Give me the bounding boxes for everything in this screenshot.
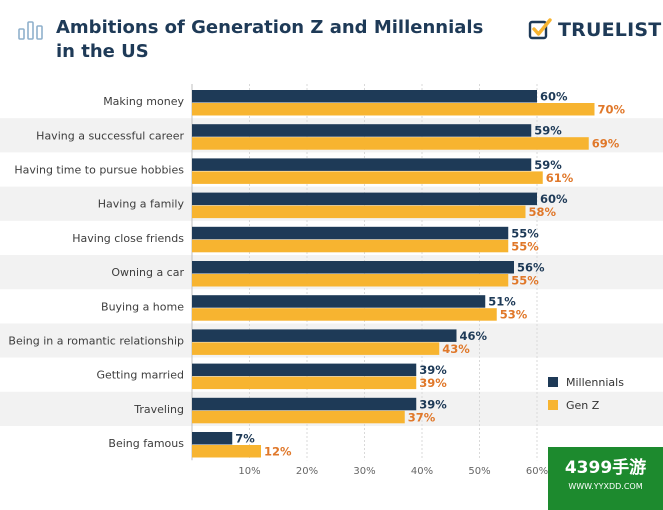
checkbox-check-icon <box>528 18 552 40</box>
value-labels: 60%70%59%69%59%61%60%58%55%55%56%55%51%5… <box>235 90 625 459</box>
bars <box>192 90 595 458</box>
category-label: Buying a home <box>101 300 184 313</box>
legend-swatch-genz <box>548 400 558 410</box>
x-tick-label: 60% <box>526 466 548 477</box>
value-label-genz: 69% <box>592 137 620 151</box>
value-label-millennials: 39% <box>419 363 447 377</box>
bar-millennials <box>192 329 457 342</box>
bar-genz <box>192 171 543 184</box>
legend-swatch-millennials <box>548 377 558 387</box>
bar-millennials <box>192 226 509 240</box>
x-tick-label: 50% <box>468 466 490 477</box>
bar-millennials <box>192 432 233 445</box>
value-label-genz: 39% <box>419 376 447 390</box>
category-label: Having close friends <box>72 232 184 245</box>
bar-genz <box>192 445 261 458</box>
value-label-genz: 58% <box>529 205 557 219</box>
category-label: Having a successful career <box>36 129 184 142</box>
category-label: Having a family <box>98 198 185 211</box>
bar-genz <box>192 239 509 253</box>
watermark-url: WWW.YYXDD.COM <box>568 482 643 491</box>
chart-title: Ambitions of Generation Z and Millennial… <box>56 17 484 62</box>
value-label-genz: 43% <box>442 342 470 356</box>
value-label-genz: 55% <box>511 274 539 288</box>
bar-millennials <box>192 397 417 411</box>
value-label-millennials: 51% <box>488 295 516 309</box>
category-label: Being famous <box>108 437 184 450</box>
category-label: Getting married <box>96 369 184 382</box>
bar-genz <box>192 103 595 116</box>
bar-genz <box>192 410 405 424</box>
bar-millennials <box>192 158 532 171</box>
bar-genz <box>192 376 417 390</box>
x-tick-label: 40% <box>411 466 433 477</box>
value-label-genz: 53% <box>500 308 528 322</box>
watermark-text: 4399手游 <box>564 458 647 478</box>
bar-genz <box>192 342 440 355</box>
value-label-genz: 12% <box>264 445 292 459</box>
bar-millennials <box>192 192 537 206</box>
value-label-millennials: 39% <box>419 397 447 411</box>
category-label: Traveling <box>133 403 184 416</box>
watermark-logo: 4399手游 WWW.YYXDD.COM <box>548 447 663 510</box>
legend: Millennials Gen Z <box>548 376 624 412</box>
bar-millennials <box>192 363 417 377</box>
value-label-millennials: 59% <box>534 124 562 138</box>
bar-chart-icon <box>18 21 43 40</box>
bar-genz <box>192 274 509 287</box>
bar-millennials <box>192 261 514 274</box>
bar-genz <box>192 137 589 150</box>
bar-genz <box>192 205 526 219</box>
category-labels: Making money Having a successful career Ha… <box>8 95 184 450</box>
value-label-millennials: 55% <box>511 226 539 240</box>
truelist-logo: TRUELIST <box>528 18 661 42</box>
value-label-genz: 37% <box>408 410 436 424</box>
logo-text: TRUELIST <box>558 19 662 41</box>
value-label-genz: 61% <box>546 171 574 185</box>
x-tick-label: 20% <box>296 466 318 477</box>
value-label-genz: 70% <box>598 103 626 117</box>
category-label: Owning a car <box>111 266 184 279</box>
value-label-millennials: 46% <box>460 329 488 343</box>
x-tick-label: 30% <box>353 466 375 477</box>
category-label: Having time to pursue hobbies <box>14 164 184 177</box>
category-label: Being in a romantic relationship <box>8 335 184 348</box>
bar-millennials <box>192 124 532 137</box>
value-label-millennials: 60% <box>540 192 568 206</box>
value-label-millennials: 7% <box>235 432 255 446</box>
value-label-millennials: 60% <box>540 90 568 104</box>
bar-millennials <box>192 90 537 103</box>
x-axis-ticks: 10% 20% 30% 40% 50% 60% <box>238 466 548 477</box>
value-label-millennials: 56% <box>517 261 545 275</box>
value-label-millennials: 59% <box>534 158 562 172</box>
legend-label-millennials: Millennials <box>566 376 624 389</box>
legend-label-genz: Gen Z <box>566 399 600 412</box>
category-label: Making money <box>103 95 184 108</box>
bar-genz <box>192 308 497 321</box>
value-label-genz: 55% <box>511 239 539 253</box>
x-tick-label: 10% <box>238 466 260 477</box>
bar-millennials <box>192 295 486 308</box>
